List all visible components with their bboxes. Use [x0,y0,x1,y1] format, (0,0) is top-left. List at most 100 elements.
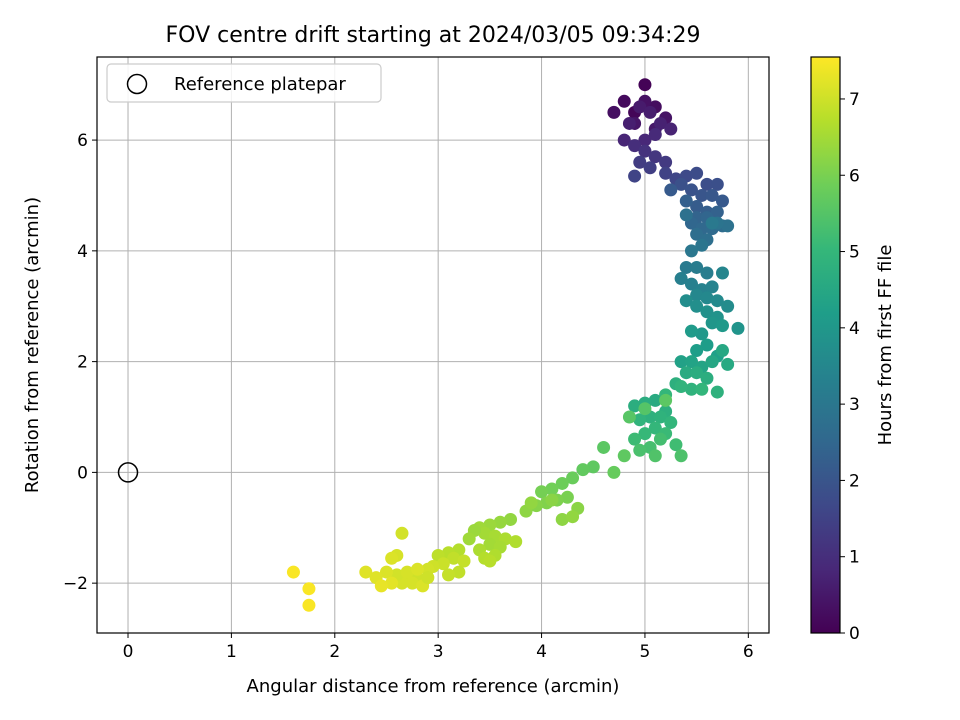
data-point [566,510,580,524]
data-point [628,139,642,153]
data-point [690,344,704,358]
data-point [684,244,698,258]
data-point [638,144,652,158]
x-tick-label: 5 [640,642,651,662]
data-point [705,355,719,369]
colorbar-label: Hours from first FF file [875,245,896,446]
data-point [302,598,316,612]
data-point [664,122,678,136]
data-point [545,482,559,496]
data-point [560,490,574,504]
y-tick-label: 6 [77,131,88,151]
data-point [442,568,456,582]
data-point [436,557,450,571]
data-point [638,78,652,92]
data-point [690,227,704,241]
data-point [731,321,745,335]
data-point [679,366,693,380]
data-point [659,393,673,407]
colorbar-gradient [811,57,840,633]
y-axis: −2 0 2 4 6 [63,131,97,594]
data-point [710,385,724,399]
data-point [410,562,424,576]
colorbar-tick-label: 7 [849,90,860,110]
data-point [695,327,709,341]
data-point [504,512,518,526]
data-point [638,133,652,147]
data-point [653,410,667,424]
data-point [633,100,647,114]
data-point [721,299,735,313]
data-point [638,402,652,416]
colorbar-frame [810,56,841,634]
data-point [586,460,600,474]
data-point [700,371,714,385]
data-point [705,316,719,330]
data-point [648,150,662,164]
data-point [607,105,621,119]
data-point [452,565,466,579]
colorbar: 0 1 2 3 4 5 6 7 Hours from first FF file [810,56,896,644]
data-point [690,200,704,214]
legend-box [106,63,382,103]
y-tick-label: 2 [77,353,88,373]
data-point [607,465,621,479]
data-point [700,305,714,319]
data-point [690,166,704,180]
data-point [690,288,704,302]
data-point [628,169,642,183]
data-point [684,277,698,291]
data-point [700,266,714,280]
data-point [478,526,492,540]
data-point [710,177,724,191]
data-point [710,205,724,219]
x-tick-label: 4 [536,642,547,662]
legend-entry-reference: Reference platepar [174,74,346,95]
y-tick-label: −2 [63,574,88,594]
data-point [493,515,507,529]
data-point [715,344,729,358]
data-point [302,582,316,596]
data-point [653,432,667,446]
data-point [628,432,642,446]
data-point [695,188,709,202]
data-point [648,449,662,463]
data-point [715,266,729,280]
data-point [622,116,636,130]
data-point [421,571,435,585]
colorbar-tick-label: 6 [849,166,860,186]
data-point [674,355,688,369]
data-point [462,532,476,546]
x-tick-label: 1 [226,642,237,662]
data-point [555,512,569,526]
data-point [679,294,693,308]
data-point [700,177,714,191]
data-point [679,260,693,274]
y-tick-label: 0 [77,463,88,483]
data-point [715,194,729,208]
data-point [648,421,662,435]
data-point [664,416,678,430]
data-point [684,355,698,369]
data-point [679,208,693,222]
data-point [715,319,729,333]
y-axis-label: Rotation from reference (arcmin) [22,197,43,493]
colorbar-tick-label: 1 [849,548,860,568]
x-axis-label: Angular distance from reference (arcmin) [247,676,620,697]
scatter-points [286,78,745,612]
data-point [705,216,719,230]
colorbar-tick-label: 5 [849,243,860,263]
data-point [700,291,714,305]
data-point [576,463,590,477]
axes-frame [96,56,770,634]
data-point [617,449,631,463]
data-point [674,449,688,463]
data-point [674,380,688,394]
data-point [669,438,683,452]
data-point [617,94,631,108]
data-point [535,485,549,499]
data-point [643,105,657,119]
data-point [405,576,419,590]
x-tick-label: 0 [123,642,134,662]
